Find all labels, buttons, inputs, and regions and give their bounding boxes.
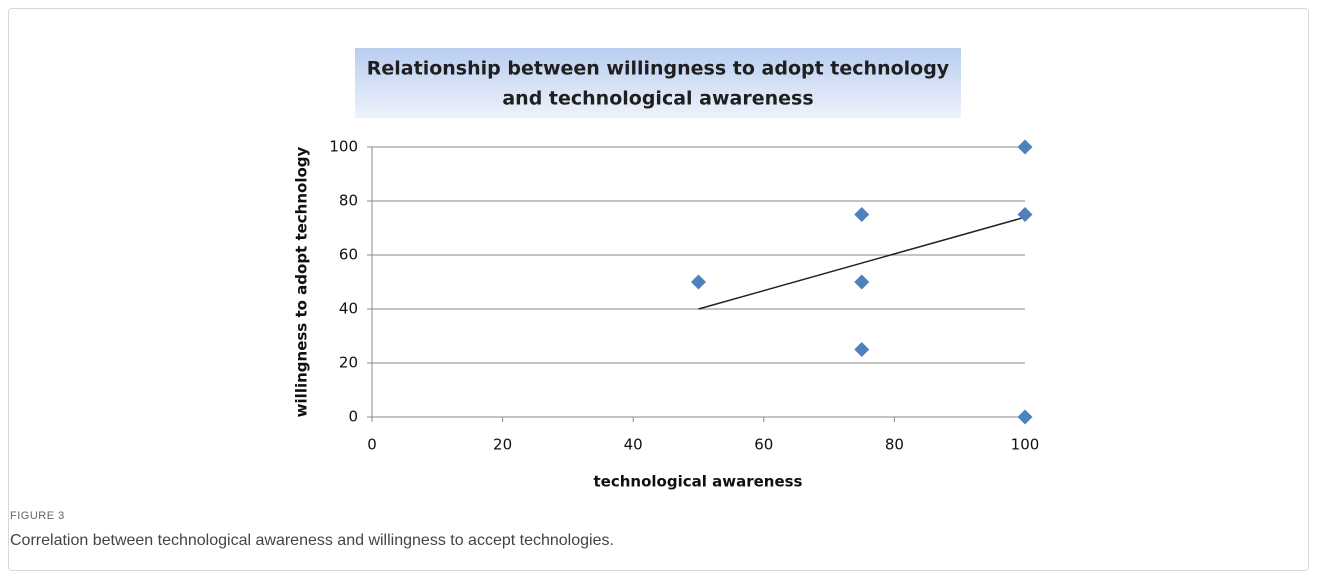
point [854,207,870,222]
x-tick-label: 60 [754,436,773,454]
y-tick-label: 0 [348,408,358,426]
x-tick-label: 100 [1011,436,1040,454]
figure-label: FIGURE 3 [10,510,65,522]
y-tick-label: 20 [339,354,358,372]
x-tick-label: 0 [367,436,377,454]
x-tick-label: 40 [624,436,643,454]
point [854,342,870,357]
y-tick-label: 80 [339,192,358,210]
figure-caption: Correlation between technological awaren… [10,532,614,549]
y-tick-label: 60 [339,246,358,264]
point [1017,207,1033,222]
chart: Relationship between willingness to adop… [293,48,1040,491]
point [1017,139,1033,155]
chart-title: and technological awareness [502,88,813,110]
point [854,274,870,290]
x-tick-label: 20 [493,436,512,454]
trendline [698,216,1026,310]
x-tick-label: 80 [885,436,904,454]
x-axis-label: technological awareness [594,473,803,491]
chart-title: Relationship between willingness to adop… [367,58,950,80]
y-tick-label: 100 [329,138,358,156]
point [691,274,706,290]
figure-frame [8,8,1309,571]
title-box [355,48,961,118]
point [1017,409,1033,425]
y-axis-label: willingness to adopt technology [293,146,311,417]
y-tick-label: 40 [339,300,358,318]
